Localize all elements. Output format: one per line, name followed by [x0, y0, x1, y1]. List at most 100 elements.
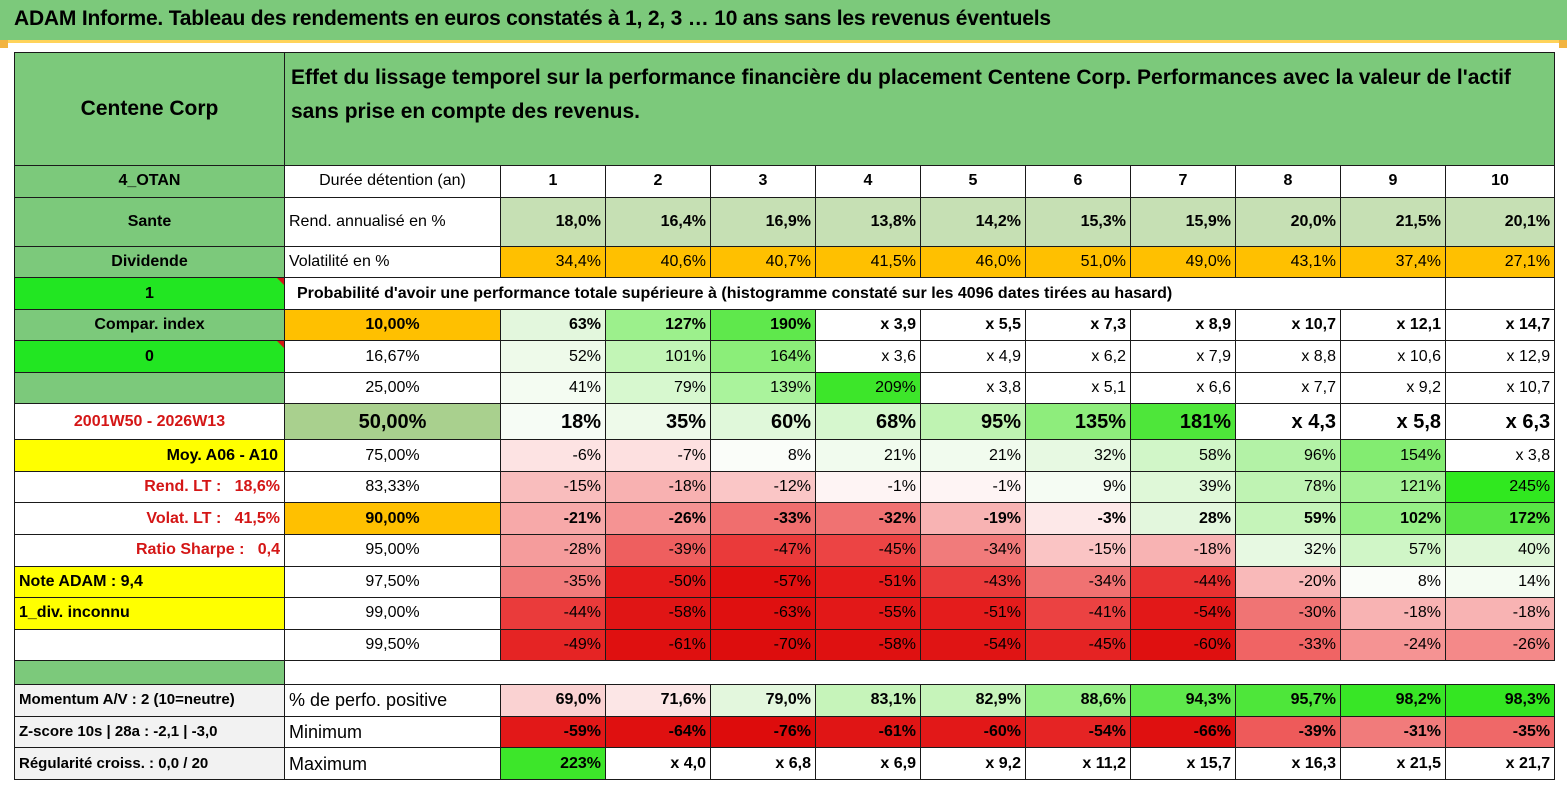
prob-threshold: 95,00%	[284, 533, 501, 567]
prob-cell: 164%	[710, 340, 816, 373]
prob-cell: -33%	[1235, 628, 1341, 662]
prob-cell: -18%	[605, 470, 711, 504]
prob-cell: 181%	[1130, 403, 1236, 441]
volatility-cell: 27,1%	[1444, 245, 1556, 279]
prob-cell: 52%	[500, 340, 606, 373]
prob-cell: x 8,8	[1235, 340, 1341, 373]
probability-title-row: 1 Probabilité d'avoir une performance to…	[14, 277, 1556, 310]
prob-cell: 18%	[500, 403, 606, 441]
prob-cell: 79%	[605, 371, 711, 405]
prob-cell: 245%	[1444, 470, 1556, 504]
spacer-cell	[14, 660, 285, 686]
prob-row-995: 99,50% -49% -61% -70% -58% -54% -45% -60…	[14, 628, 1556, 662]
year-header: 10	[1444, 165, 1556, 198]
prob-cell: -26%	[605, 502, 711, 535]
volatility-cell: 37,4%	[1340, 245, 1446, 279]
long-term-volatility-value: 41,5%	[234, 509, 280, 527]
prob-cell: -54%	[1130, 597, 1236, 630]
corner-marker-left	[0, 40, 8, 48]
prob-cell: x 9,2	[1340, 371, 1446, 405]
prob-cell: 28%	[1130, 502, 1236, 535]
year-header: 1	[500, 165, 606, 198]
prob-threshold: 90,00%	[284, 502, 501, 535]
positive-cell: 79,0%	[710, 684, 816, 717]
prob-row-99: 1_div. inconnu 99,00% -44% -58% -63% -55…	[14, 597, 1556, 630]
positive-cell: 98,3%	[1444, 684, 1556, 717]
positive-cell: 88,6%	[1025, 684, 1131, 717]
return-cell: 16,4%	[605, 196, 711, 247]
return-row: Sante Rend. annualisé en % 18,0% 16,4% 1…	[14, 196, 1556, 247]
prob-cell: x 10,6	[1340, 340, 1446, 373]
prob-cell: x 10,7	[1235, 308, 1341, 342]
prob-cell: -20%	[1235, 565, 1341, 599]
prob-cell: -35%	[500, 565, 606, 599]
prob-cell: -19%	[920, 502, 1026, 535]
prob-cell: 35%	[605, 403, 711, 441]
prob-cell: -57%	[710, 565, 816, 599]
spacer-row	[14, 660, 1555, 686]
prob-cell: 32%	[1025, 439, 1131, 472]
minimum-cell: -31%	[1340, 715, 1446, 749]
return-cell: 14,2%	[920, 196, 1026, 247]
positive-cell: 95,7%	[1235, 684, 1341, 717]
prob-cell: x 3,9	[815, 308, 921, 342]
volatility-cell: 51,0%	[1025, 245, 1131, 279]
prob-cell: -28%	[500, 533, 606, 567]
minimum-row: Z-score 10s | 28a : -2,1 | -3,0 Minimum …	[14, 715, 1556, 749]
prob-cell: x 3,8	[920, 371, 1026, 405]
return-label: Rend. annualisé en %	[284, 196, 501, 247]
minimum-cell: -54%	[1025, 715, 1131, 749]
prob-cell: -61%	[605, 628, 711, 662]
prob-cell: -63%	[710, 597, 816, 630]
long-term-return-label: Rend. LT :	[144, 478, 222, 496]
maximum-cell: x 16,3	[1235, 747, 1341, 780]
prob-cell: -7%	[605, 439, 711, 472]
maximum-cell: x 4,0	[605, 747, 711, 780]
prob-cell: -34%	[920, 533, 1026, 567]
prob-cell: x 5,5	[920, 308, 1026, 342]
prob-cell: 21%	[815, 439, 921, 472]
volatility-cell: 41,5%	[815, 245, 921, 279]
prob-cell: -1%	[920, 470, 1026, 504]
maximum-cell: x 9,2	[920, 747, 1026, 780]
prob-cell: 21%	[920, 439, 1026, 472]
prob-cell: 172%	[1444, 502, 1556, 535]
long-term-volatility-label: Volat. LT :	[146, 509, 222, 527]
maximum-cell: 223%	[500, 747, 606, 780]
prob-row-95: Ratio Sharpe : 0,4 95,00% -28% -39% -47%…	[14, 533, 1556, 567]
empty-cell	[1444, 277, 1556, 310]
year-header: 2	[605, 165, 711, 198]
positive-cell: 98,2%	[1340, 684, 1446, 717]
prob-cell: x 12,1	[1340, 308, 1446, 342]
prob-cell: -58%	[605, 597, 711, 630]
minimum-cell: -66%	[1130, 715, 1236, 749]
prob-cell: -60%	[1130, 628, 1236, 662]
prob-cell: 60%	[710, 403, 816, 441]
prob-cell: -18%	[1340, 597, 1446, 630]
prob-cell: x 14,7	[1444, 308, 1556, 342]
long-term-volatility: Volat. LT : 41,5%	[14, 502, 285, 535]
prob-cell: 78%	[1235, 470, 1341, 504]
blank-label	[14, 628, 285, 662]
minimum-cell: -61%	[815, 715, 921, 749]
minimum-label: Minimum	[284, 715, 501, 749]
prob-cell: -24%	[1340, 628, 1446, 662]
period-range: 2001W50 - 2026W13	[14, 403, 285, 441]
prob-cell: x 3,6	[815, 340, 921, 373]
prob-cell: -70%	[710, 628, 816, 662]
prob-cell: 190%	[710, 308, 816, 342]
prob-cell: 39%	[1130, 470, 1236, 504]
dividend-flag-cell: 1	[14, 277, 285, 310]
prob-row-25: 25,00% 41% 79% 139% 209% x 3,8 x 5,1 x 6…	[14, 371, 1556, 405]
prob-cell: x 10,7	[1444, 371, 1556, 405]
prob-threshold: 25,00%	[284, 371, 501, 405]
prob-cell: x 5,1	[1025, 371, 1131, 405]
volatility-cell: 34,4%	[500, 245, 606, 279]
prob-row-75: Moy. A06 - A10 75,00% -6% -7% 8% 21% 21%…	[14, 439, 1556, 472]
probability-title: Probabilité d'avoir une performance tota…	[284, 277, 1446, 310]
prob-row-97: Note ADAM : 9,4 97,50% -35% -50% -57% -5…	[14, 565, 1556, 599]
prob-cell: -54%	[920, 628, 1026, 662]
prob-cell: 14%	[1444, 565, 1556, 599]
prob-threshold: 10,00%	[284, 308, 501, 342]
title-underline	[0, 40, 1567, 43]
